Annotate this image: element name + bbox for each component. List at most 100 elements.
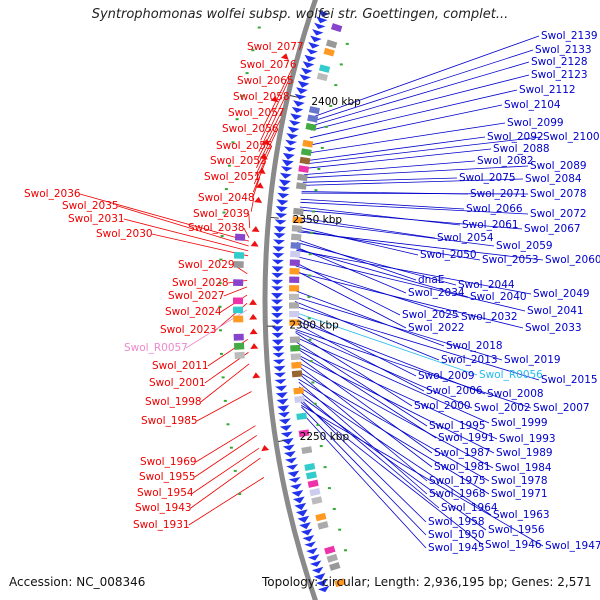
forward-gene-arrow [294,502,307,511]
rna-marker [307,317,311,320]
left-gene-label: Swol_2048 [198,192,255,204]
left-gene-label: Swol_2031 [68,213,125,225]
forward-gene-arrow [286,133,299,140]
forward-gene-arrow [275,206,288,213]
forward-gene-arrow [296,87,308,94]
left-gene-label: Swol_2077 [247,41,304,53]
right-label-connector [297,372,428,482]
right-gene-label: Swol_1968 [429,488,486,500]
forward-gene-arrow [290,483,302,490]
right-label-connector [297,226,419,256]
left-gene-label: Swol_2029 [178,259,235,271]
genome-backbone [262,0,318,600]
rna-marker [313,402,317,405]
backbone-arc [262,0,318,600]
forward-gene-arrow [299,74,311,81]
function-block [294,395,305,403]
right-label-connector [295,265,460,318]
reverse-gene-arrow [270,95,279,103]
topology-label: Topology: circular; Length: 2,936,195 bp… [262,575,592,589]
rna-marker [319,445,323,448]
right-label-connector [299,209,523,230]
left-gene-label: Swol_2011 [152,360,209,372]
right-label-connector [313,49,534,122]
right-gene-label: Swol_2100 [543,131,600,143]
right-label-connector [296,353,495,454]
function-block [299,156,311,165]
right-label-connector [294,312,478,376]
forward-gene-arrow [300,528,313,536]
forward-gene-arrow [273,365,286,372]
rna-marker [309,360,313,363]
rna-marker [332,507,336,510]
right-label-connector [298,378,490,495]
right-gene-label: Swol_2084 [525,173,582,185]
forward-gene-arrow [315,579,328,587]
reverse-gene-arrow [249,313,258,320]
right-label-connector [305,136,542,165]
right-gene-label: Swol_2049 [533,288,590,300]
scale-label: 2350 kbp [293,214,343,226]
rna-marker [338,528,342,531]
right-label-connector [296,239,417,281]
right-label-connector [296,355,433,454]
left-label-connector [248,213,251,229]
left-gene-label: Swol_1931 [133,519,190,531]
reverse-gene-arrow [249,328,258,335]
forward-gene-arrow [275,392,288,399]
rna-marker [229,446,233,449]
forward-gene-arrow [283,451,296,458]
right-label-connector [296,249,532,295]
left-label-connector [243,227,250,239]
forward-gene-arrow [311,566,324,574]
left-gene-label: Swol_2038 [188,222,245,234]
right-gene-label: Swol_2066 [466,203,523,215]
left-gene-label: Swol_R0057 [124,342,188,354]
right-label-connector [295,256,526,312]
function-block [298,165,310,173]
right-label-connector [298,220,495,247]
right-gene-label: Swol_2034 [408,287,465,299]
right-label-connector [297,364,433,468]
forward-gene-arrow [274,378,287,384]
forward-gene-arrow [285,457,297,464]
right-gene-label: Swol_1963 [493,509,550,521]
rna-marker [316,423,320,426]
function-block [234,233,246,241]
function-block [289,293,300,300]
function-block [233,333,244,341]
rna-marker [311,210,315,213]
right-label-connector [309,89,518,139]
right-label-connector [308,104,503,146]
right-gene-label: Swol_2092 [487,131,544,143]
right-gene-label: Swol_2059 [496,240,553,252]
right-label-connector [301,406,427,536]
right-gene-label: Swol_1956 [488,524,545,536]
right-gene-label: Swol_2050 [420,249,477,261]
right-gene-label: Swol_2072 [530,208,587,220]
rna-marker [235,118,239,121]
left-label-connector [200,363,250,403]
function-block [305,471,317,480]
left-gene-label: Swol_2036 [24,188,81,200]
left-label-connector [195,425,256,463]
forward-gene-arrow [306,48,318,55]
rna-marker [314,189,318,192]
right-label-connector [296,242,457,286]
right-gene-label: Swol_2067 [524,223,581,235]
reverse-gene-arrow [261,444,270,452]
rna-marker [257,26,261,29]
left-label-connector [151,233,249,257]
function-block [293,387,304,395]
forward-gene-arrow [272,359,285,365]
forward-gene-arrow [278,179,291,187]
function-block [300,148,312,157]
function-block [307,479,319,488]
rna-marker [327,487,331,490]
right-gene-label: Swol_1981 [434,461,491,473]
forward-gene-arrow [277,405,290,412]
forward-gene-arrow [300,67,313,75]
rna-marker [310,231,314,234]
rna-marker [220,235,224,238]
right-label-connector [295,341,428,427]
